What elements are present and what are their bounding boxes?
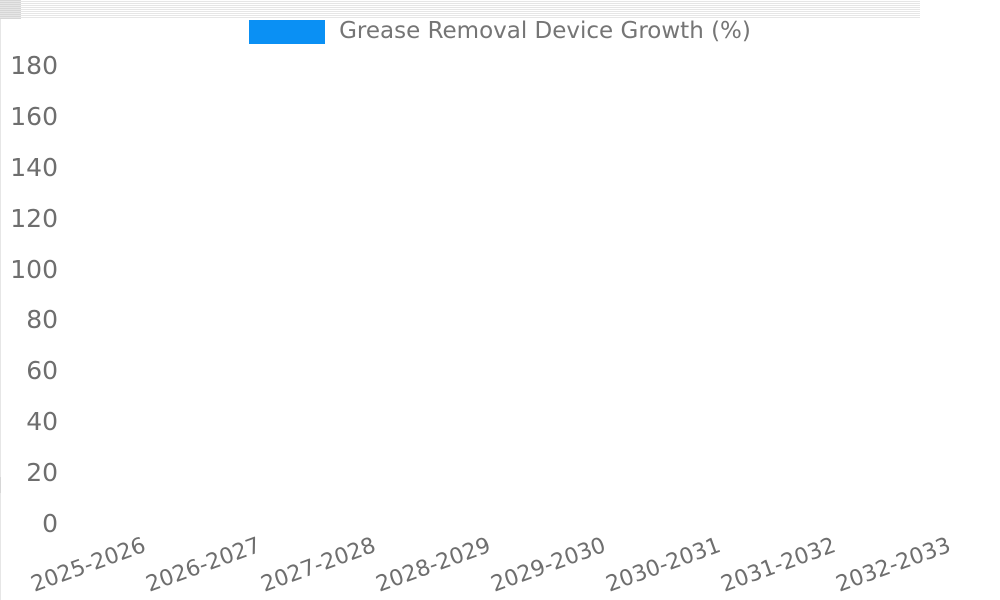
legend-label[interactable]: Grease Removal Device Growth (%) [339, 18, 751, 44]
gridline-h [0, 9, 920, 10]
y-tick-label: 160 [10, 102, 58, 131]
y-tick-label: 140 [10, 153, 58, 182]
y-tick [0, 12, 21, 13]
x-tick-label: 2027-2028 [257, 533, 379, 598]
x-tick-label: 2032-2033 [832, 533, 954, 598]
y-tick [0, 4, 21, 5]
gridline-h [0, 17, 920, 18]
y-tick-label: 60 [26, 356, 58, 385]
gridline-h [0, 13, 920, 14]
x-tick-label: 2026-2027 [142, 533, 264, 598]
y-tick [0, 16, 21, 17]
x-tick [0, 477, 1, 493]
y-tick [0, 18, 21, 19]
gridline-v [0, 19, 1, 477]
gridline-h [0, 7, 920, 8]
y-tick [0, 2, 21, 3]
y-tick [0, 10, 21, 11]
y-tick [0, 14, 21, 15]
gridline-h [0, 3, 920, 4]
gridline-v [0, 493, 1, 600]
y-tick-label: 80 [26, 305, 58, 334]
x-tick-label: 2029-2030 [487, 533, 609, 598]
y-tick-label: 120 [10, 204, 58, 233]
x-tick-label: 2030-2031 [602, 533, 724, 598]
x-tick-label: 2031-2032 [717, 533, 839, 598]
y-tick [0, 8, 21, 9]
x-tick-label: 2028-2029 [372, 533, 494, 598]
y-tick [0, 6, 21, 7]
y-tick-label: 180 [10, 51, 58, 80]
x-tick-label: 2025-2026 [27, 533, 149, 598]
y-tick-label: 20 [26, 458, 58, 487]
y-tick-label: 40 [26, 407, 58, 436]
gridline-h [0, 11, 920, 12]
gridline-h [0, 5, 920, 6]
gridline-h [0, 15, 920, 16]
gridline-h [0, 1, 920, 2]
y-tick-label: 100 [10, 255, 58, 284]
legend[interactable]: Grease Removal Device Growth (%) [0, 18, 1000, 46]
legend-swatch[interactable] [249, 19, 326, 44]
y-tick [0, 0, 21, 1]
y-tick-label: 0 [42, 509, 58, 538]
